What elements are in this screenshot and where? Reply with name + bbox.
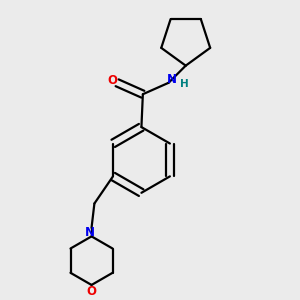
- Text: N: N: [85, 226, 95, 239]
- Text: O: O: [108, 74, 118, 87]
- Text: N: N: [167, 74, 177, 86]
- Text: O: O: [86, 285, 97, 298]
- Text: H: H: [180, 79, 188, 89]
